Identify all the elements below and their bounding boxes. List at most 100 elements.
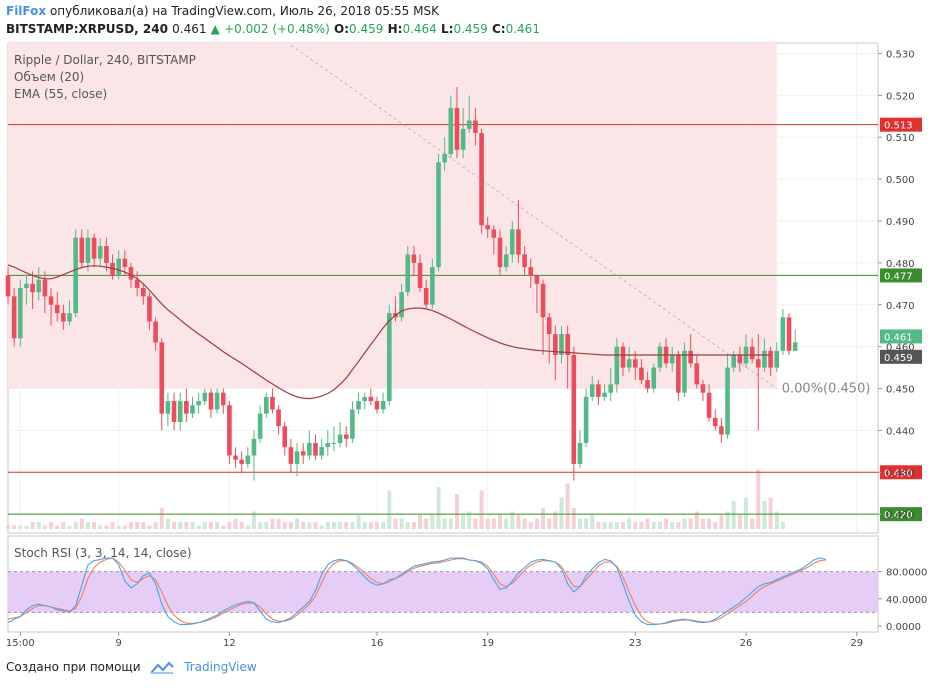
candle-body — [214, 392, 220, 410]
volume-bar — [215, 522, 220, 529]
volume-bar — [79, 518, 84, 529]
zone-rect — [8, 43, 777, 389]
volume-bar — [498, 515, 502, 529]
volume-bar — [30, 522, 35, 529]
volume-bar — [295, 518, 300, 529]
candle-body — [11, 296, 17, 339]
volume-bar — [541, 508, 546, 529]
legend-ema: EMA (55, close) — [14, 87, 107, 101]
volume-bar — [42, 525, 47, 529]
price-tick-label: 0.450 — [886, 385, 915, 396]
price-tick-label: 0.520 — [886, 91, 915, 102]
volume-bar — [491, 518, 496, 529]
candle-body — [134, 279, 140, 288]
volume-bar — [276, 518, 281, 529]
candle-body — [325, 442, 331, 448]
tradingview-link[interactable]: TradingView — [184, 660, 257, 674]
candle-body — [786, 317, 792, 351]
volume-bar — [762, 501, 767, 529]
volume-bar — [725, 511, 730, 529]
close-label: C: — [491, 22, 506, 36]
candle-body — [546, 317, 552, 335]
volume-bar — [774, 511, 779, 529]
candle-body — [510, 229, 515, 255]
volume-bar — [731, 501, 736, 529]
volume-bar — [196, 525, 201, 529]
candlesticks — [5, 86, 798, 481]
volume-bar — [375, 522, 379, 529]
volume-bar — [627, 518, 632, 529]
volume-bar — [110, 522, 115, 529]
candle-body — [762, 350, 767, 368]
volume-bar — [122, 525, 127, 529]
candle-body — [553, 334, 558, 356]
volume-bar — [522, 518, 527, 529]
volume-bar — [645, 518, 650, 529]
candle-body — [725, 367, 730, 435]
volume-bar — [172, 522, 177, 529]
price-tick-label: 0.470 — [886, 301, 915, 312]
candle-body — [669, 355, 675, 364]
candle-body — [737, 355, 743, 364]
candle-body — [460, 128, 466, 150]
volume-bar — [534, 518, 539, 529]
volume-bar — [707, 518, 712, 529]
open-label: O: — [334, 22, 350, 36]
volume-bar — [202, 522, 207, 529]
candle-body — [257, 413, 263, 439]
volume-bar — [338, 522, 343, 529]
volume-bar — [282, 522, 287, 529]
volume-bar — [553, 511, 558, 529]
horizontal-levels — [8, 124, 878, 515]
candle-body — [528, 267, 534, 276]
candle-body — [436, 162, 441, 268]
time-tick-label: 12 — [223, 638, 236, 649]
change-up-icon: ▲ — [210, 22, 220, 36]
price-badge — [880, 329, 922, 344]
volume-bar — [233, 518, 238, 529]
stoch-rsi-pane: 80.0000 40.0000 0.0000 — [7, 557, 927, 633]
candle-body — [657, 346, 663, 368]
volume-bar — [190, 522, 195, 529]
volume-bar — [780, 522, 785, 529]
volume-bar — [664, 518, 669, 529]
volume-bar — [565, 483, 570, 529]
volume-bar — [399, 518, 404, 529]
volume-bar — [614, 522, 619, 529]
volume-bar — [461, 515, 466, 529]
candle-body — [676, 355, 681, 393]
volume-bar — [331, 522, 336, 529]
candle-body — [30, 283, 35, 293]
legend-volume: Объем (20) — [14, 70, 84, 84]
volume-bar — [362, 522, 367, 529]
candle-body — [319, 447, 324, 456]
candle-body — [479, 133, 484, 226]
volume-bar — [116, 525, 121, 529]
price-change: +0.002 (+0.48%) — [224, 22, 330, 36]
author-name[interactable]: FilFox — [6, 4, 47, 18]
volume-bar — [313, 522, 318, 529]
volume-bar — [141, 522, 146, 529]
volume-bar — [590, 515, 595, 529]
volume-bar — [418, 515, 423, 529]
candle-body — [565, 334, 570, 356]
price-tick-label: 0.460 — [886, 343, 915, 354]
price-tick-label: 0.530 — [886, 49, 915, 60]
volume-bar — [596, 522, 601, 529]
time-tick-label: 29 — [850, 638, 863, 649]
volume-bar — [55, 525, 60, 529]
candle-body — [639, 367, 644, 381]
candle-body — [239, 459, 244, 464]
candle-body — [688, 350, 693, 364]
time-tick-label: 9 — [116, 638, 122, 649]
candle-body — [73, 237, 78, 314]
volume-bar — [713, 522, 718, 529]
level-badge — [880, 268, 922, 283]
candle-body — [18, 288, 23, 339]
level-badge-label: 0.420 — [884, 510, 913, 521]
price-tick-label: 0.430 — [886, 468, 915, 479]
ema-line — [7, 264, 771, 400]
candle-body — [147, 296, 152, 322]
publisher-line: FilFox опубликовал(а) на TradingView.com… — [6, 4, 439, 18]
